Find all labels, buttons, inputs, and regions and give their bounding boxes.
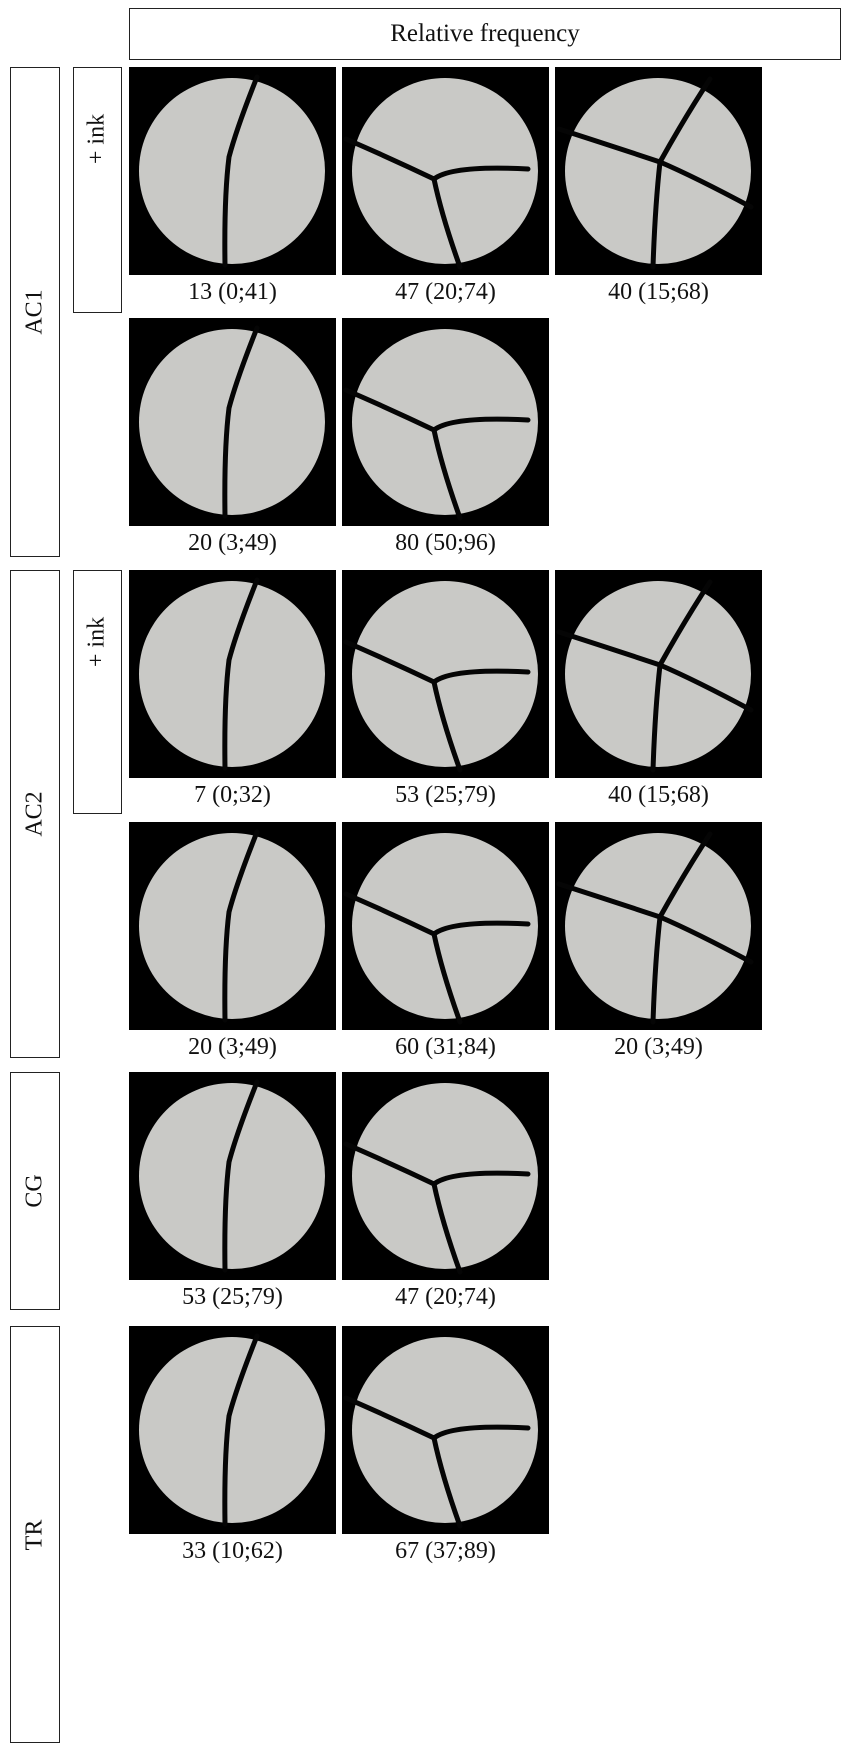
fracture-image-ac1-2-1 xyxy=(129,318,336,526)
disc-surface xyxy=(352,78,538,264)
fracture-line xyxy=(222,577,260,771)
fracture-line xyxy=(431,427,463,521)
group-label: CG xyxy=(21,1174,48,1208)
ceramic-disc-image xyxy=(139,1333,325,1527)
condition-box-ink xyxy=(73,67,122,313)
frequency-caption: 47 (20;74) xyxy=(395,1284,496,1310)
frequency-caption: 67 (37;89) xyxy=(395,1538,496,1564)
fracture-line xyxy=(431,1435,463,1529)
group-label: AC1 xyxy=(21,289,48,335)
frequency-caption: 20 (3;49) xyxy=(188,530,277,556)
ceramic-disc-image xyxy=(343,329,538,521)
fracture-line xyxy=(222,829,260,1023)
ceramic-disc-image xyxy=(343,78,538,270)
fracture-line xyxy=(431,931,463,1025)
group-box-ac2 xyxy=(10,570,60,1058)
fracture-image-ac2-1-3 xyxy=(555,570,762,778)
condition-label: + ink xyxy=(83,113,110,165)
fracture-line xyxy=(650,159,663,270)
ceramic-disc-image xyxy=(556,579,754,773)
ceramic-disc-image xyxy=(556,831,754,1025)
ceramic-disc-image xyxy=(343,1083,538,1275)
frequency-caption: 20 (3;49) xyxy=(614,1034,703,1060)
fracture-image-ac1-1-1 xyxy=(129,67,336,275)
fracture-line xyxy=(222,1333,260,1527)
frequency-caption: 53 (25;79) xyxy=(182,1284,283,1310)
disc-surface xyxy=(139,1337,325,1523)
fracture-image-cg-1-1 xyxy=(129,1072,336,1280)
frequency-caption: 20 (3;49) xyxy=(188,1034,277,1060)
ceramic-disc-image xyxy=(139,577,325,771)
frequency-caption: 53 (25;79) xyxy=(395,782,496,808)
frequency-caption: 33 (10;62) xyxy=(182,1538,283,1564)
disc-surface xyxy=(139,329,325,515)
disc-surface xyxy=(139,833,325,1019)
ceramic-disc-image xyxy=(139,74,325,268)
group-label: TR xyxy=(21,1519,48,1550)
condition-label: + ink xyxy=(83,616,110,668)
fracture-image-ac2-2-3 xyxy=(555,822,762,1030)
fracture-line xyxy=(222,325,260,519)
ceramic-disc-image xyxy=(343,581,538,773)
header-title: Relative frequency xyxy=(390,20,580,47)
disc-surface xyxy=(352,833,538,1019)
fracture-image-ac1-2-2 xyxy=(342,318,549,526)
ceramic-disc-image xyxy=(139,325,325,519)
disc-surface xyxy=(352,581,538,767)
frequency-caption: 40 (15;68) xyxy=(608,279,709,305)
fracture-line xyxy=(650,914,663,1025)
condition-box-ink xyxy=(73,570,122,814)
group-box-ac1 xyxy=(10,67,60,557)
frequency-caption: 13 (0;41) xyxy=(188,279,277,305)
disc-surface xyxy=(139,581,325,767)
fracture-line xyxy=(222,74,260,268)
group-box-tr xyxy=(10,1326,60,1743)
ceramic-disc-image xyxy=(139,1079,325,1273)
fracture-image-ac1-1-3 xyxy=(555,67,762,275)
fracture-image-ac2-1-1 xyxy=(129,570,336,778)
fracture-image-cg-1-2 xyxy=(342,1072,549,1280)
fracture-line xyxy=(657,914,754,965)
fracture-line xyxy=(431,176,463,270)
fracture-image-ac2-2-2 xyxy=(342,822,549,1030)
fracture-line xyxy=(657,662,754,713)
frequency-caption: 47 (20;74) xyxy=(395,279,496,305)
fracture-image-ac2-2-1 xyxy=(129,822,336,1030)
fracture-image-tr-1-1 xyxy=(129,1326,336,1534)
disc-surface xyxy=(352,329,538,515)
fracture-line xyxy=(657,159,754,210)
ceramic-disc-image xyxy=(139,829,325,1023)
disc-surface xyxy=(352,1083,538,1269)
fracture-line xyxy=(431,679,463,773)
fracture-image-tr-1-2 xyxy=(342,1326,549,1534)
ceramic-disc-image xyxy=(343,833,538,1025)
disc-surface xyxy=(352,1337,538,1523)
fracture-image-ac1-1-2 xyxy=(342,67,549,275)
fracture-image-ac2-1-2 xyxy=(342,570,549,778)
fracture-line xyxy=(431,1181,463,1275)
frequency-caption: 80 (50;96) xyxy=(395,530,496,556)
frequency-caption: 40 (15;68) xyxy=(608,782,709,808)
ceramic-disc-image xyxy=(556,76,754,270)
frequency-caption: 7 (0;32) xyxy=(194,782,271,808)
header-relative-frequency: Relative frequency xyxy=(129,8,841,60)
disc-surface xyxy=(139,1083,325,1269)
disc-surface xyxy=(139,78,325,264)
group-label: AC2 xyxy=(21,791,48,837)
group-box-cg xyxy=(10,1072,60,1310)
ceramic-disc-image xyxy=(343,1337,538,1529)
fracture-line xyxy=(222,1079,260,1273)
fracture-line xyxy=(650,662,663,773)
frequency-caption: 60 (31;84) xyxy=(395,1034,496,1060)
